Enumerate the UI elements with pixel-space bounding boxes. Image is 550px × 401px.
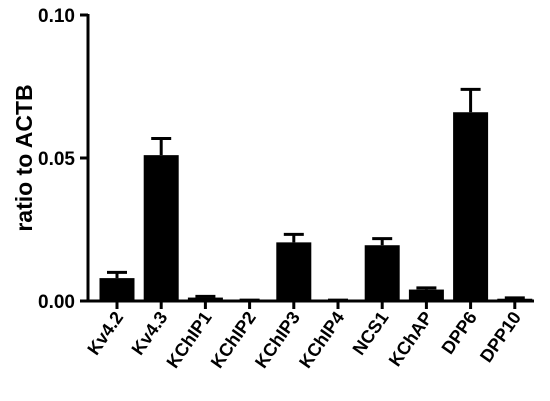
bar [453, 112, 489, 302]
bar [143, 155, 179, 301]
x-tick-label: KChAP [385, 308, 437, 370]
x-tick-label: NCS1 [349, 308, 393, 359]
bar [364, 245, 400, 301]
bar [187, 297, 223, 301]
x-tick-label: DPP6 [438, 308, 481, 358]
y-tick-label: 0.00 [38, 292, 75, 313]
x-tick-label: Kv4.3 [128, 308, 172, 359]
bar [276, 242, 312, 301]
x-tick-label: KChIP4 [295, 308, 348, 372]
y-tick-label: 0.10 [38, 6, 75, 27]
bar [99, 278, 135, 301]
x-tick-label: KChIP3 [251, 308, 304, 372]
x-tick-label: DPP10 [476, 308, 525, 366]
x-tick-label: KChIP2 [207, 308, 260, 372]
bars [99, 87, 533, 302]
y-axis-title: ratio to ACTB [11, 84, 37, 231]
bar [408, 289, 444, 301]
x-tick-label: Kv4.2 [83, 308, 127, 359]
y-tick-label: 0.05 [38, 149, 75, 170]
x-tick-label: KChIP1 [163, 308, 216, 372]
y-axis: 0.00 0.05 0.10 [38, 6, 90, 313]
